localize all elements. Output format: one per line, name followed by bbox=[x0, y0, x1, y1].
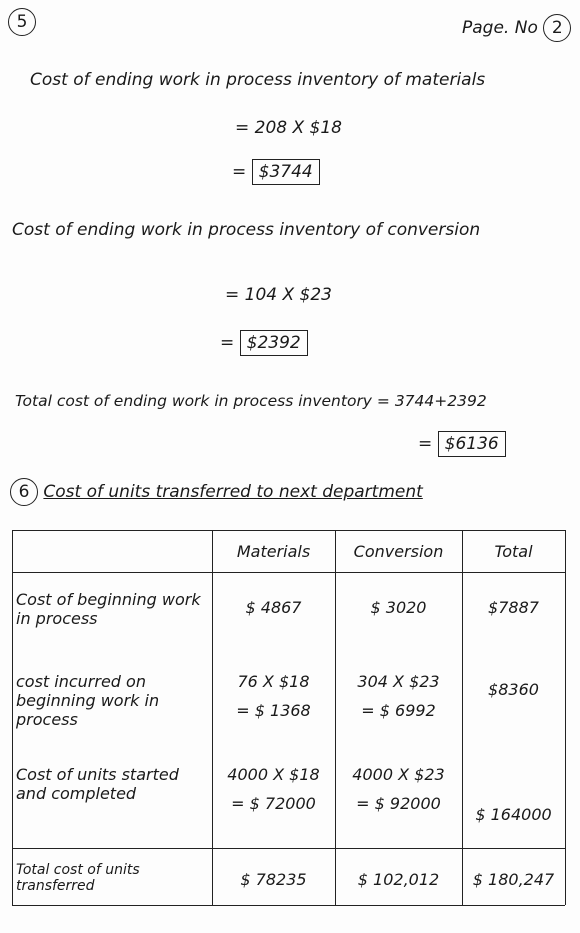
result-box: $3744 bbox=[251, 159, 320, 185]
section6-heading: 6 Cost of units transferred to next depa… bbox=[10, 478, 423, 506]
table-border bbox=[12, 530, 565, 531]
table-border bbox=[12, 572, 565, 573]
conversion-cell: 304 X $23 = $ 6992 bbox=[335, 672, 462, 730]
total-cell: $ 164000 bbox=[475, 805, 552, 824]
cell-line: = $ 72000 bbox=[231, 794, 316, 813]
materials-cell: $ 78235 bbox=[212, 870, 335, 899]
column-header: Materials bbox=[236, 542, 311, 561]
cell-line: 4000 X $18 bbox=[227, 765, 320, 784]
heading-text: Cost of units transferred to next depart… bbox=[43, 482, 423, 502]
total-cell: $7887 bbox=[488, 598, 539, 617]
materials-calc: = 208 X $18 bbox=[235, 118, 342, 138]
cell-line: 304 X $23 bbox=[357, 672, 440, 691]
page-label: Page. No bbox=[462, 18, 538, 38]
table-border bbox=[12, 530, 13, 905]
materials-cell: 76 X $18 = $ 1368 bbox=[212, 672, 335, 730]
conversion-cell: 4000 X $23 = $ 92000 bbox=[335, 765, 462, 823]
column-header: Total bbox=[494, 542, 533, 561]
table-border bbox=[462, 530, 463, 905]
page-number-value: 2 bbox=[543, 14, 572, 42]
conversion-label: Cost of ending work in process inventory… bbox=[12, 220, 481, 240]
materials-result: = $3744 bbox=[232, 159, 320, 185]
table-border bbox=[565, 530, 566, 905]
conversion-calc: = 104 X $23 bbox=[225, 285, 332, 305]
table-border bbox=[335, 530, 336, 905]
cell-line: $ 4867 bbox=[245, 598, 302, 617]
cell-line: $ 78235 bbox=[240, 870, 307, 889]
cell-line: 4000 X $23 bbox=[352, 765, 445, 784]
column-header: Conversion bbox=[353, 542, 444, 561]
cell-line: = $ 1368 bbox=[236, 701, 311, 720]
cell-line: $ 102,012 bbox=[357, 870, 440, 889]
table-border bbox=[212, 530, 213, 905]
step-number: 5 bbox=[8, 8, 36, 36]
total-cell: $ 180,247 bbox=[472, 870, 555, 889]
result-box: $2392 bbox=[239, 330, 308, 356]
cell-line: = $ 92000 bbox=[356, 794, 441, 813]
total-cell: $8360 bbox=[488, 680, 539, 699]
total-label: Total cost of ending work in process inv… bbox=[15, 392, 487, 410]
step-number: 6 bbox=[10, 478, 38, 506]
result-box: $6136 bbox=[437, 431, 506, 457]
conversion-result: = $2392 bbox=[220, 330, 308, 356]
conversion-cell: $ 3020 bbox=[335, 598, 462, 627]
cell-line: $ 3020 bbox=[370, 598, 427, 617]
materials-label: Cost of ending work in process inventory… bbox=[30, 70, 486, 90]
table-border bbox=[12, 905, 565, 906]
row-label: Cost of beginning work in process bbox=[16, 590, 201, 628]
conversion-cell: $ 102,012 bbox=[335, 870, 462, 899]
materials-cell: 4000 X $18 = $ 72000 bbox=[212, 765, 335, 823]
row-label: Cost of units started and completed bbox=[16, 765, 179, 803]
cell-line: = $ 6992 bbox=[361, 701, 436, 720]
table-border bbox=[12, 848, 565, 849]
row-label: cost incurred on beginning work in proce… bbox=[16, 672, 160, 729]
total-result: = $6136 bbox=[418, 431, 506, 457]
page-number: Page. No 2 bbox=[462, 14, 572, 42]
materials-cell: $ 4867 bbox=[212, 598, 335, 627]
cell-line: 76 X $18 bbox=[237, 672, 310, 691]
row-label: Total cost of units transferred bbox=[16, 862, 140, 894]
